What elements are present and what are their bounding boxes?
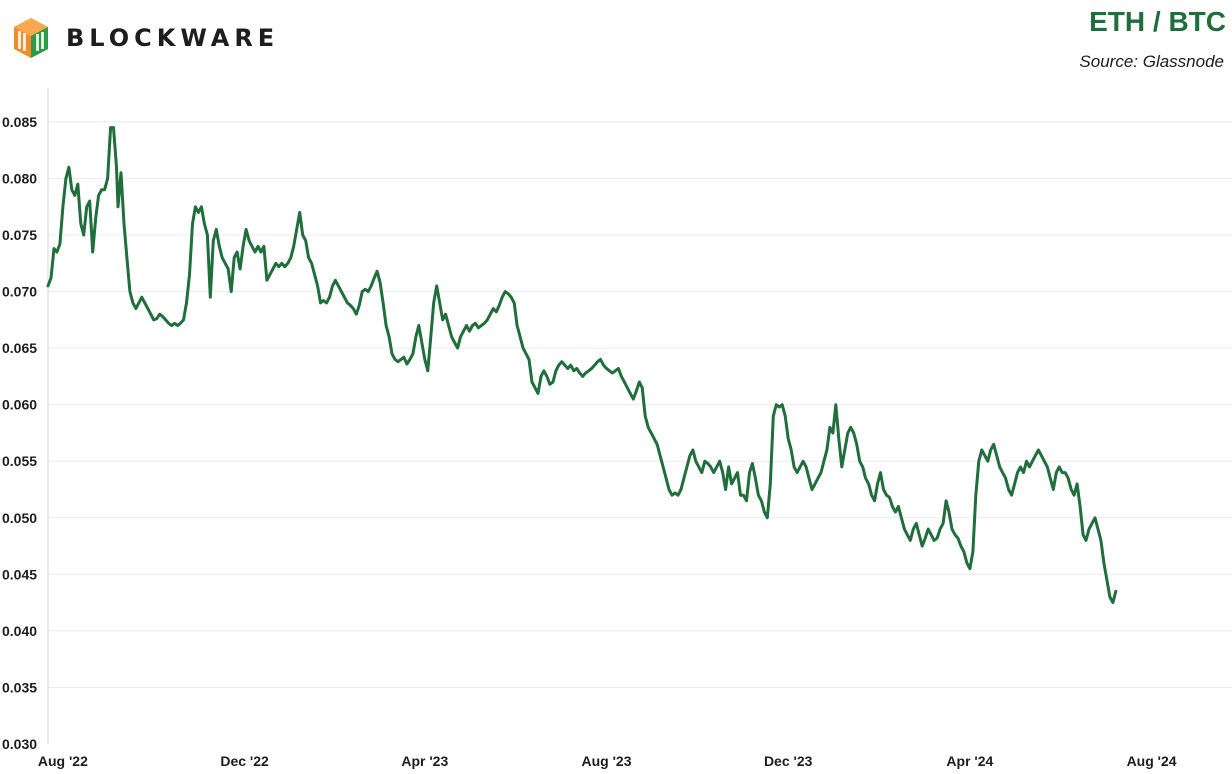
y-tick-label: 0.060 [2, 397, 37, 413]
y-tick-label: 0.065 [2, 340, 37, 356]
logo-wordmark: BLOCKWARE [66, 24, 280, 52]
y-tick-label: 0.030 [2, 736, 37, 752]
x-tick-label: Apr '24 [946, 753, 993, 769]
y-tick-label: 0.055 [2, 453, 37, 469]
x-tick-label: Dec '23 [764, 753, 813, 769]
series-layer [46, 126, 1118, 605]
y-tick-label: 0.075 [2, 227, 37, 243]
chart-source: Source: Glassnode [1079, 52, 1224, 71]
x-tick-label: Aug '22 [38, 753, 88, 769]
x-tick-label: Dec '22 [220, 753, 269, 769]
x-tick-label: Aug '24 [1127, 753, 1177, 769]
y-tick-label: 0.035 [2, 679, 37, 695]
chart-title: ETH / BTC [1089, 6, 1226, 37]
y-tick-label: 0.080 [2, 170, 37, 186]
y-tick-label: 0.070 [2, 284, 37, 300]
y-tick-label: 0.085 [2, 114, 37, 130]
y-axis-ticks: 0.030 0.035 0.040 0.045 0.050 0.055 0.060 0.065… [2, 114, 37, 752]
y-tick-label: 0.050 [2, 510, 37, 526]
eth-btc-series-line [46, 126, 1118, 605]
y-tick-label: 0.045 [2, 566, 37, 582]
x-tick-label: Aug '23 [581, 753, 631, 769]
x-tick-label: Apr '23 [401, 753, 448, 769]
blockware-logo-icon [14, 18, 48, 58]
brand-logo: BLOCKWARE [12, 16, 279, 60]
y-tick-label: 0.040 [2, 623, 37, 639]
gridlines [48, 121, 1232, 688]
x-axis-ticks: Aug '22 Dec '22 Apr '23 Aug '23 Dec '23 Apr '… [38, 753, 1177, 769]
